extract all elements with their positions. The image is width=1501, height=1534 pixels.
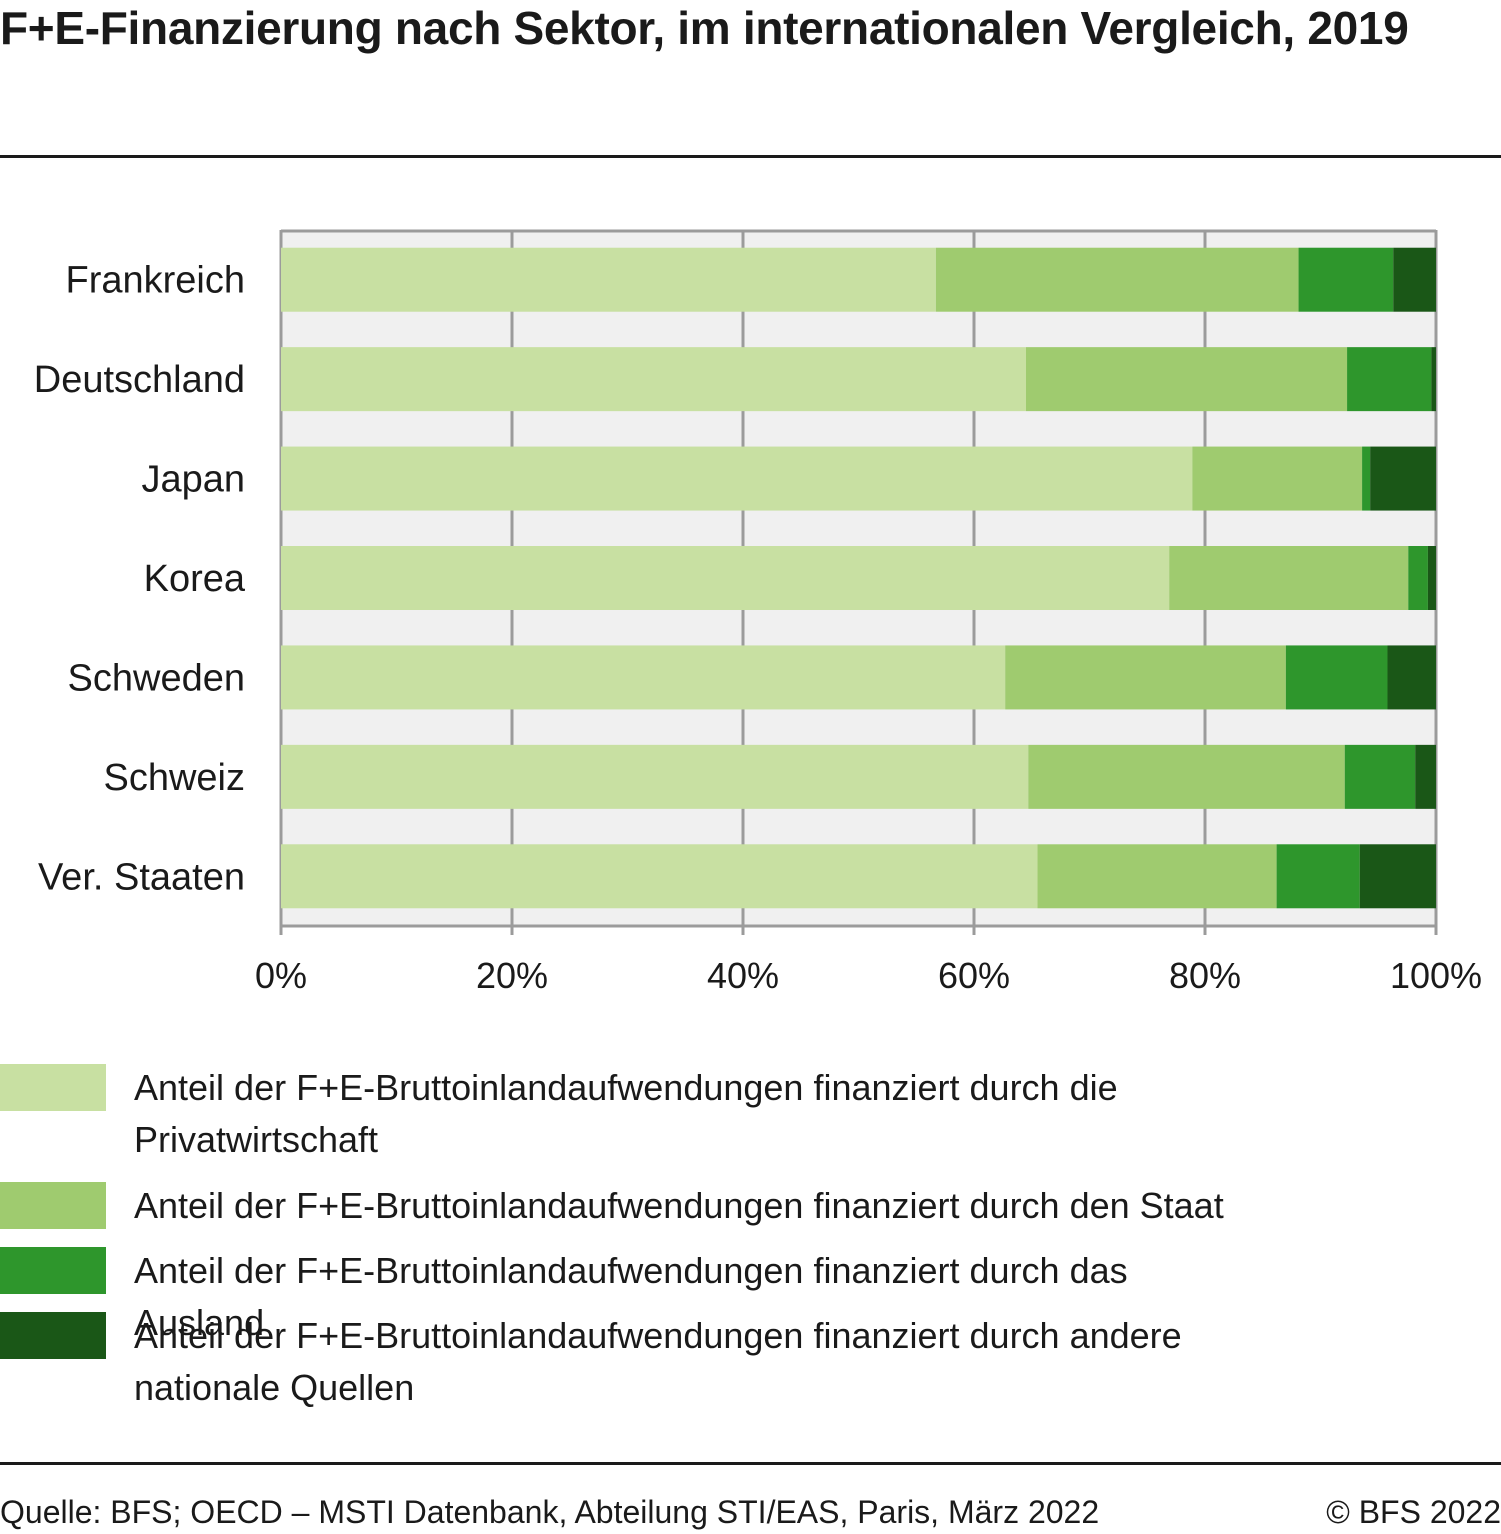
chart-title: F+E-Finanzierung nach Sektor, im interna… (0, 2, 1409, 54)
category-label: Frankreich (66, 260, 246, 302)
footer-divider (0, 1462, 1501, 1465)
bar-segment (1347, 347, 1432, 412)
bar-segment (281, 645, 1006, 710)
legend-swatch (0, 1182, 106, 1229)
legend-item-privatwirtschaft: Anteil der F+E-Bruttoinlandaufwendungen … (0, 1064, 1501, 1182)
bar-segment (1393, 247, 1436, 312)
bar-segment (1387, 645, 1436, 710)
x-tick-label: 80% (1169, 955, 1241, 996)
bar-segment (1344, 744, 1416, 809)
bars (281, 247, 1436, 909)
title-divider (0, 155, 1501, 158)
category-label: Korea (144, 558, 246, 600)
category-label: Schweden (68, 657, 245, 699)
x-tick-label: 60% (938, 955, 1010, 996)
bar-segment (1427, 546, 1436, 610)
legend-item-andere: Anteil der F+E-Bruttoinlandaufwendungen … (0, 1312, 1501, 1422)
bar-chart: Frankreich Deutschland Japan Korea Schweden S… (34, 229, 1482, 996)
legend-label: Anteil der F+E-Bruttoinlandaufwendungen … (134, 1250, 1128, 1343)
legend-item-staat: Anteil der F+E-Bruttoinlandaufwendungen … (0, 1182, 1501, 1247)
x-tick-label: 20% (476, 955, 548, 996)
x-tick-label: 100% (1390, 955, 1482, 996)
bar-segment (1370, 446, 1436, 511)
x-tick-label: 0% (255, 955, 307, 996)
bar-segment (281, 744, 1029, 809)
bar-segment (1362, 446, 1371, 511)
legend-label: Anteil der F+E-Bruttoinlandaufwendungen … (134, 1315, 1182, 1408)
legend: Anteil der F+E-Bruttoinlandaufwendungen … (0, 1064, 1501, 1422)
category-label: Japan (141, 459, 245, 501)
x-tick-label: 40% (707, 955, 779, 996)
bar-segment (1028, 744, 1345, 809)
bar-segment (281, 347, 1026, 412)
category-label: Deutschland (34, 359, 245, 401)
bar-segment (281, 546, 1170, 610)
x-tick-labels: 0% 20% 40% 60% 80% 100% (255, 955, 1482, 996)
bar-segment (281, 844, 1038, 909)
bar-segment (1005, 645, 1286, 710)
bar-segment (281, 247, 936, 312)
bar-segment (1276, 844, 1360, 909)
category-label: Schweiz (104, 757, 246, 799)
bar-segment (1431, 347, 1436, 412)
bar-segment (935, 247, 1299, 312)
bar-segment (1192, 446, 1363, 511)
category-label: Ver. Staaten (38, 856, 245, 898)
legend-swatch (0, 1312, 106, 1359)
legend-label: Anteil der F+E-Bruttoinlandaufwendungen … (134, 1185, 1224, 1226)
legend-swatch (0, 1247, 106, 1294)
bar-segment (1359, 844, 1436, 909)
bar-segment (1169, 546, 1409, 610)
bar-segment (1408, 546, 1428, 610)
source-note: Quelle: BFS; OECD – MSTI Datenbank, Abte… (0, 1494, 1100, 1530)
category-labels: Frankreich Deutschland Japan Korea Schweden S… (34, 260, 246, 899)
bar-segment (1025, 347, 1348, 412)
legend-item-ausland: Anteil der F+E-Bruttoinlandaufwendungen … (0, 1247, 1501, 1343)
legend-label: Anteil der F+E-Bruttoinlandaufwendungen … (134, 1067, 1118, 1160)
bar-segment (1285, 645, 1388, 710)
copyright: © BFS 2022 (1326, 1494, 1501, 1530)
bar-segment (1298, 247, 1394, 312)
bar-segment (281, 446, 1193, 511)
legend-swatch (0, 1064, 106, 1111)
bar-segment (1415, 744, 1436, 809)
bar-segment (1037, 844, 1277, 909)
